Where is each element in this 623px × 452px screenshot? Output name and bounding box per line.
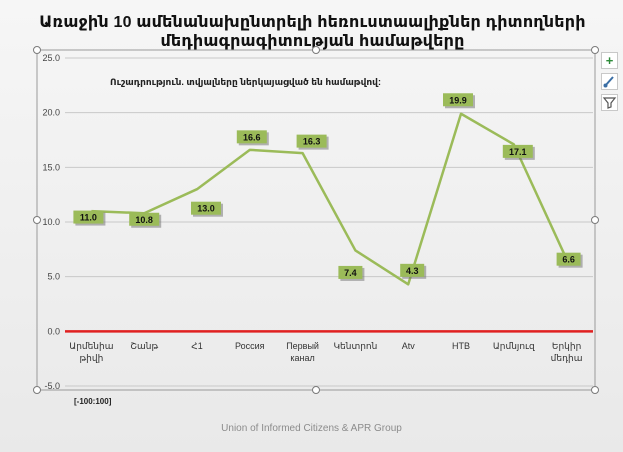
data-label-box [296, 134, 327, 148]
x-tick-label: Շանթ [130, 341, 158, 351]
range-note: [-100:100] [74, 397, 112, 406]
chart-annotation: Ուշադրություն. տվյալները ներկայացված են … [110, 77, 381, 87]
data-label-text: 17.1 [509, 147, 527, 157]
data-label[interactable]: 13.0 [191, 201, 223, 217]
data-label[interactable]: 11.0 [73, 210, 106, 226]
y-tick-label: 25.0 [42, 53, 60, 63]
data-label-text: 10.8 [135, 215, 153, 225]
x-tick-label-line: Atv [402, 341, 416, 351]
y-tick-label: 15.0 [42, 162, 60, 172]
x-tick-label-line: НТВ [452, 341, 470, 351]
data-label-box [73, 210, 104, 224]
resize-handle[interactable] [312, 46, 320, 54]
data-label-text: 19.9 [449, 95, 467, 105]
data-label-text: 7.4 [344, 268, 357, 278]
x-tick-label-line: թիվի [80, 353, 104, 363]
x-tick-label: Atv [402, 341, 416, 351]
y-tick-label: 10.0 [42, 217, 60, 227]
resize-handle[interactable] [33, 46, 41, 54]
data-label[interactable]: 16.6 [236, 130, 269, 146]
resize-handle[interactable] [591, 46, 599, 54]
data-label-box [236, 130, 267, 144]
data-label[interactable]: 7.4 [338, 265, 365, 281]
brush-icon [603, 76, 614, 88]
resize-handle[interactable] [312, 386, 320, 394]
filter-icon [602, 97, 617, 109]
data-label[interactable]: 10.8 [129, 212, 162, 228]
x-tick-label: Հ1 [191, 341, 202, 351]
series-line[interactable] [91, 112, 568, 286]
x-tick-label-line: մեդիա [551, 353, 583, 363]
resize-handle[interactable] [591, 216, 599, 224]
data-label-text: 13.0 [197, 204, 215, 214]
chart-style-button[interactable] [601, 73, 618, 90]
x-tick-label-line: Շանթ [130, 341, 158, 351]
source-note: Union of Informed Citizens & APR Group [221, 423, 402, 434]
x-tick-label: Երկիր մեդիա [551, 341, 583, 363]
chart-filter-button[interactable] [601, 94, 618, 111]
y-axis-ticks: 25.0 20.0 15.0 10.0 5.0 0.0 -5.0 [42, 53, 60, 391]
x-tick-label-line: Հ1 [191, 341, 202, 351]
data-label[interactable]: 19.9 [443, 93, 475, 109]
x-tick-label-line: Արմենիա [69, 341, 113, 351]
x-axis-ticks: Արմենիա թիվի Շանթ Հ1 Россия Первый канал Կենտրո… [69, 341, 582, 363]
x-tick-label: Արմենիա թիվի [69, 341, 113, 363]
data-label-box [129, 212, 160, 226]
x-tick-label-line: Արմնյուզ [493, 341, 535, 351]
data-label[interactable]: 6.6 [556, 252, 583, 268]
add-chart-element-button[interactable]: + [601, 52, 618, 69]
resize-handle[interactable] [33, 386, 41, 394]
plus-icon: + [605, 53, 614, 68]
x-tick-label: Первый канал [286, 341, 319, 363]
x-tick-label-line: канал [290, 353, 314, 363]
x-tick-label-line: Россия [235, 341, 265, 351]
data-label[interactable]: 16.3 [296, 134, 329, 150]
x-tick-label: Արմնյուզ [493, 341, 535, 351]
x-tick-label-line: Երկիր [552, 341, 581, 351]
data-label-text: 16.3 [303, 137, 321, 147]
x-tick-label: НТВ [452, 341, 470, 351]
data-label[interactable]: 17.1 [502, 144, 535, 160]
y-tick-label: -5.0 [44, 381, 60, 391]
data-labels: 11.0 10.8 13.0 16.6 16.3 7.4 4.3 19.9 17.1 6.6 [73, 93, 583, 281]
x-tick-label: Կենտրոն [333, 341, 377, 351]
data-label-box [556, 252, 581, 266]
x-tick-label-line: Первый [286, 341, 319, 351]
y-tick-label: 20.0 [42, 108, 60, 118]
data-label[interactable]: 4.3 [400, 263, 427, 279]
data-label-box [191, 201, 221, 215]
data-label-text: 6.6 [562, 255, 575, 265]
y-tick-label: 0.0 [47, 326, 60, 336]
resize-handle[interactable] [591, 386, 599, 394]
data-label-text: 11.0 [80, 213, 97, 223]
data-label-text: 16.6 [243, 132, 261, 142]
resize-handle[interactable] [33, 216, 41, 224]
data-label-box [400, 263, 425, 277]
y-tick-label: 5.0 [47, 272, 60, 282]
chart-title-line2: մեդիագրագիտության համաթվերը [160, 33, 465, 50]
selection-border [36, 49, 596, 391]
selection-frame [33, 46, 599, 394]
data-label-text: 4.3 [406, 266, 419, 276]
series-group [91, 112, 568, 286]
x-tick-label: Россия [235, 341, 265, 351]
chart-title-line1: Առաջին 10 ամենանախընտրելի հեռուստաալիքնե… [39, 14, 586, 31]
data-label-box [502, 144, 533, 158]
x-tick-label-line: Կենտրոն [333, 341, 377, 351]
data-label-box [443, 93, 473, 107]
data-label-box [338, 265, 363, 279]
